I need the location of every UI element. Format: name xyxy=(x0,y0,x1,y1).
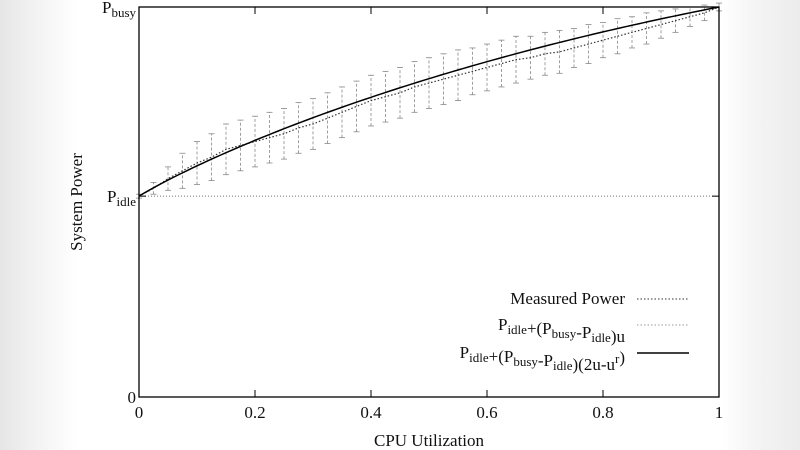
plot-frame xyxy=(138,6,720,398)
y-axis-label: System Power xyxy=(67,153,86,251)
measured-power-line xyxy=(138,6,720,197)
x-tick-label: 0 xyxy=(135,403,144,422)
series xyxy=(138,6,720,197)
x-tick-label: 0.8 xyxy=(592,403,613,422)
ticks: 0 Pidle Pbusy 0 0.2 0.4 0.6 0.8 1 xyxy=(102,0,723,422)
y-tick-label: 0 xyxy=(128,388,137,407)
legend-label: Measured Power xyxy=(510,289,625,308)
y-tick-label: Pbusy xyxy=(102,0,137,20)
legend-label: Pidle+(Pbusy-Pidle)u xyxy=(498,315,626,346)
error-bars xyxy=(136,2,722,199)
model-curve xyxy=(138,6,720,197)
x-axis-label: CPU Utilization xyxy=(374,431,485,450)
x-tick-label: 0.6 xyxy=(476,403,497,422)
legend: Measured Power Pidle+(Pbusy-Pidle)uPidle+… xyxy=(460,289,689,374)
y-tick-label: Pidle xyxy=(107,187,136,209)
legend-label: Pidle+(Pbusy-Pidle)(2u-ur) xyxy=(460,343,625,374)
x-tick-label: 0.2 xyxy=(244,403,265,422)
x-tick-label: 0.4 xyxy=(360,403,382,422)
x-tick-label: 1 xyxy=(715,403,724,422)
